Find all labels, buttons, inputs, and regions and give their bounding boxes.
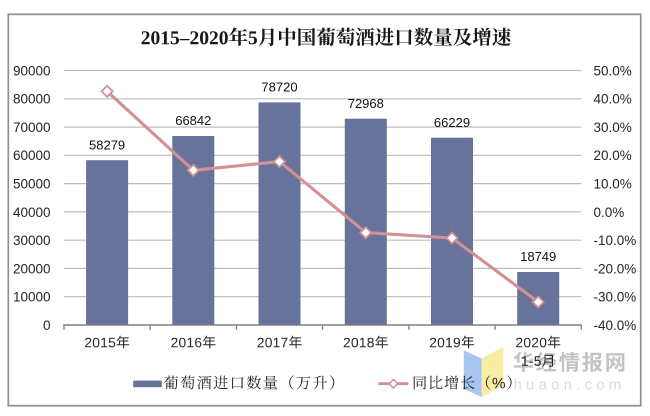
svg-text:huaon.com: huaon.com	[514, 377, 626, 394]
svg-text:0: 0	[43, 318, 51, 333]
svg-text:50000: 50000	[13, 177, 51, 192]
svg-text:58279: 58279	[89, 137, 125, 152]
svg-text:70000: 70000	[13, 120, 51, 135]
svg-text:10000: 10000	[13, 290, 51, 305]
svg-text:30000: 30000	[13, 233, 51, 248]
svg-text:10.0%: 10.0%	[594, 177, 632, 192]
svg-text:90000: 90000	[13, 63, 51, 78]
svg-text:40000: 40000	[13, 205, 51, 220]
svg-text:20000: 20000	[13, 261, 51, 276]
svg-text:60000: 60000	[13, 148, 51, 163]
svg-text:-20.0%: -20.0%	[594, 261, 637, 276]
svg-text:80000: 80000	[13, 92, 51, 107]
svg-text:0.0%: 0.0%	[594, 205, 625, 220]
svg-text:18749: 18749	[520, 249, 556, 264]
svg-text:-10.0%: -10.0%	[594, 233, 637, 248]
svg-text:66229: 66229	[434, 115, 470, 130]
svg-text:72968: 72968	[348, 96, 384, 111]
svg-text:30.0%: 30.0%	[594, 120, 632, 135]
svg-text:-40.0%: -40.0%	[594, 318, 637, 333]
svg-text:40.0%: 40.0%	[594, 92, 632, 107]
svg-text:78720: 78720	[261, 80, 297, 95]
svg-text:50.0%: 50.0%	[594, 63, 632, 78]
svg-text:66842: 66842	[175, 113, 211, 128]
svg-text:-30.0%: -30.0%	[594, 290, 637, 305]
svg-text:20.0%: 20.0%	[594, 148, 632, 163]
